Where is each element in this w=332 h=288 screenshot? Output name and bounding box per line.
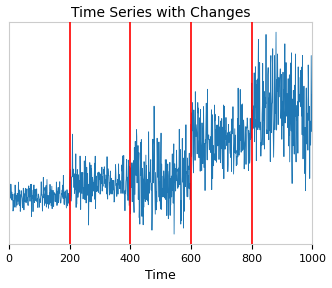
X-axis label: Time: Time bbox=[145, 270, 176, 283]
Title: Time Series with Changes: Time Series with Changes bbox=[71, 5, 251, 20]
